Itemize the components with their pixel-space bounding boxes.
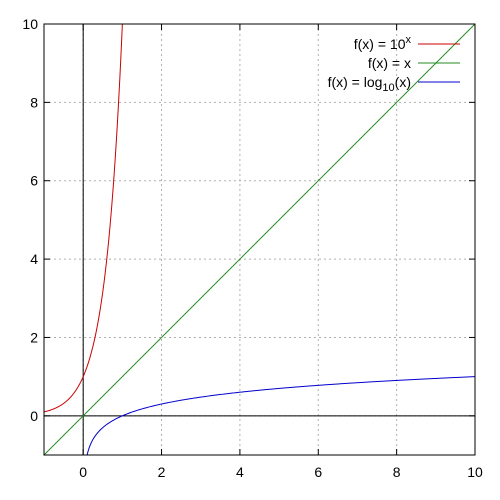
y-tick-label: 2 xyxy=(30,329,38,345)
series-line-1 xyxy=(44,24,475,455)
legend-label-base: f(x) = 10 xyxy=(354,36,406,52)
legend-label-tail: (x) xyxy=(395,74,411,90)
x-tick-label: 2 xyxy=(158,464,166,480)
legend-label: f(x) = log10(x) xyxy=(328,74,411,94)
y-tick-label: 0 xyxy=(30,408,38,424)
legend-label-base: f(x) = x xyxy=(368,55,411,71)
x-tick-label: 6 xyxy=(314,464,322,480)
series-layer xyxy=(44,24,475,455)
y-tick-label: 8 xyxy=(30,94,38,110)
legend-label-subscript: 10 xyxy=(382,82,394,94)
y-tick-label: 4 xyxy=(30,251,38,267)
x-tick-label: 4 xyxy=(236,464,244,480)
legend-label: f(x) = x xyxy=(368,55,411,71)
plot-frame xyxy=(43,23,476,456)
legend-label-superscript: x xyxy=(406,34,412,46)
y-tick-label: 10 xyxy=(22,16,38,32)
legend-label: f(x) = 10x xyxy=(354,34,412,52)
y-tick-label: 6 xyxy=(30,173,38,189)
x-tick-label: 8 xyxy=(393,464,401,480)
legend: f(x) = 10x f(x) = x f(x) = log10(x) xyxy=(328,34,460,94)
x-tick-label: 10 xyxy=(467,464,483,480)
legend-label-base: f(x) = log xyxy=(328,74,383,90)
x-tick-label: 0 xyxy=(79,464,87,480)
series-line-0 xyxy=(44,24,123,413)
series-line-2 xyxy=(86,376,475,455)
